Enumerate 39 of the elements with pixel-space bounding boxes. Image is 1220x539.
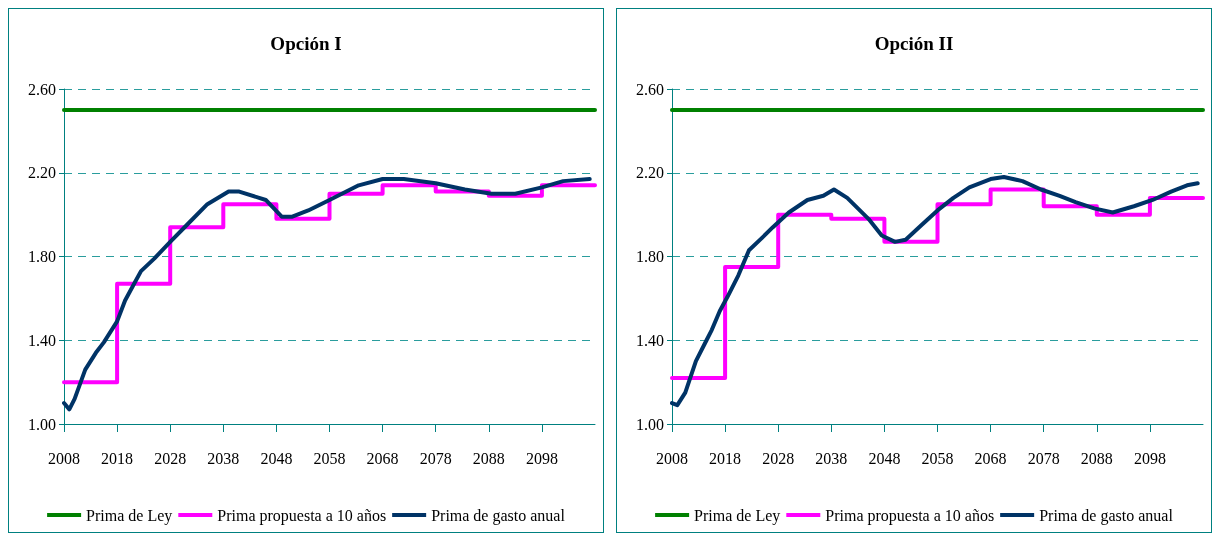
- x-tick-label: 2008: [48, 449, 80, 467]
- x-tick-label: 2088: [472, 449, 505, 467]
- y-tick-label: 2.60: [636, 80, 664, 98]
- legend-label: Prima de gasto anual: [1039, 506, 1174, 525]
- legend-label: Prima propuesta a 10 años: [825, 506, 995, 525]
- y-tick-label: 1.00: [636, 415, 664, 433]
- x-tick-label: 2088: [1080, 449, 1113, 467]
- legend-label: Prima de Ley: [86, 506, 173, 525]
- chart-title: Opción I: [270, 33, 342, 54]
- x-tick-label: 2068: [366, 449, 399, 467]
- y-tick-label: 2.20: [636, 164, 664, 182]
- x-tick-label: 2068: [974, 449, 1007, 467]
- x-tick-label: 2018: [709, 449, 742, 467]
- x-tick-label: 2028: [762, 449, 795, 467]
- y-tick-label: 2.20: [28, 164, 56, 182]
- chart-title: Opción II: [874, 33, 954, 54]
- x-tick-label: 2078: [1027, 449, 1060, 467]
- x-tick-label: 2028: [154, 449, 187, 467]
- line-series: [670, 174, 1200, 408]
- y-tick-label: 1.40: [28, 331, 56, 349]
- y-tick-label: 2.60: [28, 80, 56, 98]
- x-tick-label: 2078: [419, 449, 452, 467]
- legend-label: Prima de Ley: [694, 506, 781, 525]
- x-tick-label: 2048: [260, 449, 293, 467]
- y-tick-label: 1.00: [28, 415, 56, 433]
- x-tick-label: 2048: [868, 449, 901, 467]
- x-tick-label: 2018: [101, 449, 134, 467]
- x-tick-label: 2008: [656, 449, 688, 467]
- x-tick-label: 2058: [921, 449, 954, 467]
- y-tick-label: 1.80: [636, 248, 664, 265]
- legend-label: Prima propuesta a 10 años: [217, 506, 387, 525]
- x-tick-label: 2098: [525, 449, 558, 467]
- x-tick-label: 2098: [1133, 449, 1166, 467]
- y-tick-label: 1.80: [28, 248, 56, 265]
- x-tick-label: 2038: [207, 449, 240, 467]
- x-tick-label: 2058: [313, 449, 346, 467]
- x-tick-label: 2038: [815, 449, 848, 467]
- legend-label: Prima de gasto anual: [431, 506, 566, 525]
- y-tick-label: 1.40: [636, 331, 664, 349]
